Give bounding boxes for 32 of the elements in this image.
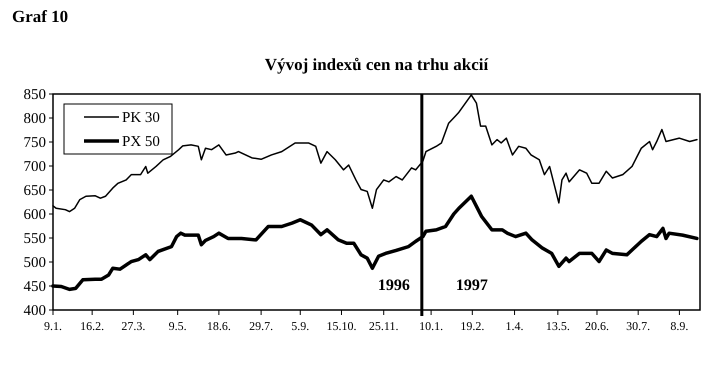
x-tick-label: 29.7.	[249, 319, 274, 333]
x-tick-label: 16.2.	[80, 319, 104, 333]
x-tick-label: 8.9.	[670, 319, 688, 333]
y-tick-label: 500	[24, 254, 46, 271]
y-tick-label: 450	[24, 278, 46, 295]
x-tick-label: 25.11.	[368, 319, 398, 333]
y-tick-label: 400	[24, 302, 46, 319]
x-tick-label: 5.9.	[291, 319, 310, 333]
x-tick-label: 20.6.	[584, 319, 609, 333]
x-tick-label: 30.7.	[626, 319, 650, 333]
x-tick-label: 18.6.	[206, 319, 231, 333]
x-tick-label: 9.1.	[44, 319, 62, 333]
chart-subtitle: Graf 10	[12, 7, 68, 26]
y-tick-label: 550	[24, 230, 46, 247]
chart-title: Vývoj indexů cen na trhu akcií	[264, 55, 488, 74]
x-tick-label: 15.10.	[326, 319, 356, 333]
annotation: 1996	[378, 277, 410, 294]
x-tick-label: 10.1.	[419, 319, 444, 333]
x-tick-label: 13.5.	[546, 319, 570, 333]
y-tick-label: 600	[24, 206, 46, 223]
y-tick-label: 800	[24, 110, 46, 127]
x-tick-label: 27.3.	[121, 319, 146, 333]
annotation: 1997	[456, 277, 488, 294]
y-tick-label: 850	[24, 86, 46, 103]
y-tick-label: 700	[24, 158, 46, 175]
legend-label: PX 50	[122, 134, 160, 150]
legend-label: PK 30	[122, 110, 160, 126]
y-tick-label: 650	[24, 182, 46, 199]
x-tick-label: 1.4.	[506, 319, 524, 333]
x-tick-label: 19.2.	[460, 319, 484, 333]
y-tick-label: 750	[24, 134, 46, 151]
x-tick-label: 9.5.	[168, 319, 187, 333]
